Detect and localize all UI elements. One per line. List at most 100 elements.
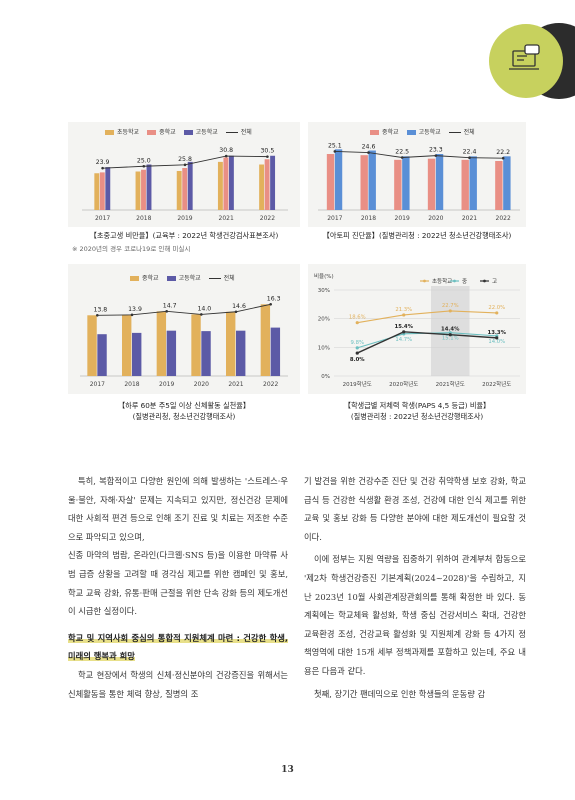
total-point [468, 156, 471, 160]
x-tick-label: 2018 [361, 215, 376, 222]
bar-2019-초등학교 [176, 170, 182, 210]
data-label: 22.4 [463, 149, 477, 156]
series-point [355, 346, 359, 350]
y-tick-label: 10% [318, 345, 330, 351]
x-tick-label: 2017 [95, 215, 110, 222]
bar-2017-고등학교 [105, 167, 111, 210]
chart3-caption-title: 【하루 60분 주5일 이상 신체활동 실천율】 [117, 401, 251, 410]
data-label: 13.3% [488, 330, 507, 336]
page-number: 13 [281, 765, 294, 775]
data-label: 24.6 [362, 144, 376, 151]
data-label: 13.9 [128, 306, 142, 313]
legend-marker [423, 279, 426, 283]
data-label: 21.3% [395, 307, 412, 313]
bar-2017-고등학교 [97, 334, 107, 376]
legend-item-middle: 중학교 [370, 127, 399, 136]
series-point [495, 336, 499, 340]
total-point [266, 155, 269, 158]
data-label: 22.0% [488, 305, 505, 311]
y-unit-label: 비율(%) [314, 272, 334, 280]
chart-panel-low-fitness [308, 264, 526, 394]
data-label: 30.5 [261, 148, 275, 155]
data-label: 22.2 [496, 149, 510, 156]
chart2-caption: 【아토피 진단율】(질병관리청 : 2022년 청소년건강행태조사) [322, 231, 512, 240]
data-label: 14.7% [395, 337, 412, 343]
bar-2022-중학교 [264, 159, 270, 210]
bar-2022-초등학교 [259, 164, 265, 210]
x-tick-label: 2022 [260, 215, 275, 222]
legend-label: 고 [492, 278, 497, 285]
bar-2022-중학교 [495, 161, 503, 210]
data-label: 14.7 [163, 302, 177, 309]
bar-2017-고등학교 [334, 149, 343, 210]
data-label: 13.8 [93, 306, 107, 313]
physical-activity-bar-chart: 2017 2018 2019 2020 2021 2022 13.8 13.9 14.7 14.0… [80, 295, 288, 388]
bar-2018-초등학교 [135, 171, 141, 210]
bar-2022-고등학교 [503, 156, 511, 210]
bar-2018-중학교 [122, 314, 132, 376]
highlight-band-2021 [431, 286, 470, 376]
bar-2021-고등학교 [228, 155, 234, 210]
bar-2019-중학교 [156, 311, 167, 376]
left-paragraph-3: 학교 현장에서 학생의 신체·정신분야의 건강증진을 위해서는 신체활동을 통한… [68, 669, 288, 699]
chart1-legend: 초등학교 중학교 고등학교 전체 [105, 127, 252, 136]
chart3-caption-source: (질병관리청, 청소년건강행태조사) [132, 412, 236, 421]
legend-label: 중 [462, 278, 467, 285]
bar-2020-중학교 [427, 158, 436, 210]
bar-2021-중학교 [223, 157, 229, 210]
legend-item-middle: 중학교 [130, 273, 159, 282]
legend-marker [483, 279, 486, 283]
bar-2021-고등학교 [236, 330, 246, 376]
x-tick-label: 2021학년도 [436, 380, 465, 388]
series-line-고 [356, 331, 497, 354]
bar-2018-고등학교 [368, 150, 376, 210]
right-paragraph-2: 이에 정부는 지원 역량을 집중하기 위하여 관계부처 합동으로 '제2차 학생… [304, 554, 526, 676]
x-tick-label: 2021 [462, 215, 477, 222]
y-tick-label: 30% [318, 288, 330, 294]
bar-2019-고등학교 [187, 161, 193, 210]
total-point [224, 154, 228, 158]
chart2-legend: 중학교 고등학교 전체 [370, 127, 475, 136]
x-tick-label: 2022학년도 [482, 380, 511, 388]
data-label: 15.4% [395, 324, 414, 330]
data-label: 14.0 [197, 305, 211, 312]
bar-2020-고등학교 [435, 154, 444, 210]
total-point [130, 313, 134, 317]
bar-2019-고등학교 [166, 330, 177, 376]
section-heading-text: 학교 및 지역사회 중심의 통합적 지원체계 마련 : 건강한 학생, 미래의 … [68, 632, 288, 662]
legend-item-elementary: 초등학교 [105, 127, 139, 136]
data-label: 23.3 [429, 147, 443, 154]
data-label: 8.0% [350, 357, 365, 363]
data-label: 14.6 [232, 303, 246, 310]
series-point [495, 311, 499, 315]
bar-2018-중학교 [141, 169, 146, 210]
bar-2019-중학교 [182, 168, 188, 210]
bar-2021-중학교 [226, 311, 236, 376]
legend-item-high: 고등학교 [183, 127, 218, 136]
total-line [334, 150, 504, 159]
data-label: 25.1 [328, 142, 342, 149]
total-point [269, 302, 272, 306]
total-line [97, 303, 271, 316]
bar-2019-중학교 [394, 159, 402, 210]
total-point [165, 310, 168, 313]
badge-graphic [489, 23, 575, 99]
bar-2018-중학교 [360, 155, 368, 210]
bar-2017-중학교 [99, 172, 105, 210]
data-label: 25.0 [137, 157, 151, 164]
data-label: 23.9 [96, 159, 110, 166]
total-point [367, 151, 370, 154]
total-point [234, 310, 238, 314]
bar-2022-중학교 [260, 304, 271, 376]
bar-2017-초등학교 [94, 173, 100, 210]
total-point [96, 313, 99, 317]
data-label: 18.6% [349, 315, 366, 321]
bar-2021-고등학교 [469, 156, 477, 210]
bar-2020-고등학교 [201, 331, 211, 376]
x-tick-label: 2020 [194, 381, 209, 388]
legend-marker [453, 279, 456, 283]
chart3-caption: 【하루 60분 주5일 이상 신체활동 실천율】 (질병관리청, 청소년건강행태… [68, 400, 300, 422]
atopy-bar-chart: 2017 2018 2019 2020 2021 2022 25.1 24.6 22.5 23.3… [318, 142, 520, 222]
series-point [448, 309, 452, 313]
obesity-bar-chart: 2017 2018 2019 2021 2022 23.9 25.0 25.8 30.8 30.5 [82, 147, 288, 222]
